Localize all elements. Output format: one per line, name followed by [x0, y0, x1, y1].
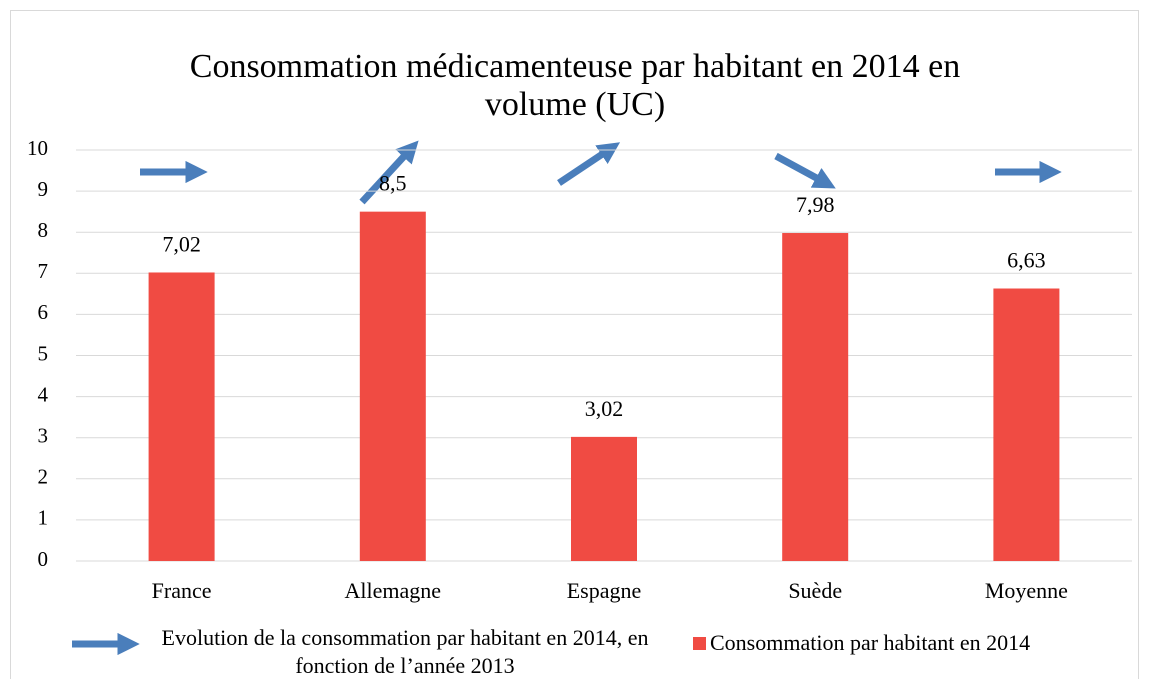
legend-label: Consommation par habitant en 2014 [710, 630, 1030, 655]
y-tick-label: 2 [38, 465, 49, 489]
x-tick-label: Allemagne [345, 578, 442, 603]
bar [993, 288, 1060, 561]
legend-swatch [693, 637, 706, 650]
trend-arrow [557, 142, 621, 186]
y-tick-label: 9 [38, 177, 49, 201]
trend-arrow [774, 152, 836, 189]
legend-annotation: Evolution de la consommation par habitan… [161, 625, 649, 678]
value-label: 3,02 [585, 396, 624, 421]
trend-arrows [72, 140, 1062, 656]
x-tick-label: Suède [788, 578, 842, 603]
y-tick-label: 8 [38, 218, 49, 242]
x-tick-label: France [152, 578, 212, 603]
bar [359, 211, 426, 561]
chart-frame [10, 10, 1139, 679]
y-tick-label: 1 [38, 506, 49, 530]
value-label: 8,5 [379, 171, 407, 196]
y-tick-label: 3 [38, 424, 49, 448]
y-tick-label: 6 [38, 300, 49, 324]
value-label: 6,63 [1007, 248, 1046, 273]
y-tick-label: 4 [38, 382, 49, 406]
bar [571, 436, 637, 561]
y-tick-label: 5 [38, 341, 49, 365]
x-tick-label: Moyenne [985, 578, 1068, 603]
value-label: 7,98 [796, 192, 835, 217]
y-tick-label: 0 [38, 547, 49, 571]
value-label: 7,02 [162, 232, 201, 257]
y-tick-label: 7 [38, 259, 49, 283]
trend-arrow [359, 140, 419, 205]
chart-title: Consommation médicamenteuse par habitant… [189, 48, 961, 123]
x-tick-label: Espagne [567, 578, 642, 603]
bar [782, 233, 849, 561]
bar [148, 272, 215, 561]
y-tick-label: 10 [27, 136, 48, 160]
